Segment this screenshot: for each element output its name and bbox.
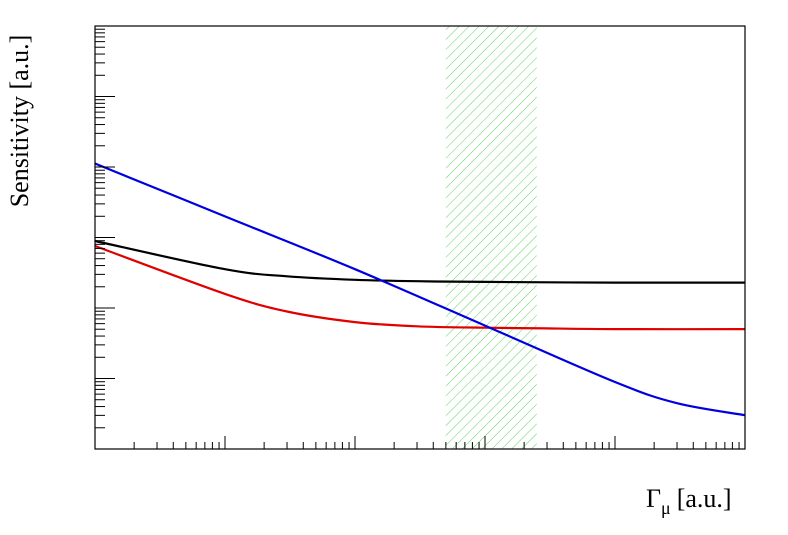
series-line-2 [94,244,746,331]
series-line-1 [94,239,746,284]
plot-frame [94,25,746,450]
highlight-band [445,26,537,449]
y-axis-title: Sensitivity [a.u.] [5,35,34,208]
x-axis-unit: [a.u.] [677,484,732,513]
axis-ticks [95,28,740,449]
x-axis-title: Γμ [a.u.] [646,484,732,518]
x-axis-subscript: μ [661,498,671,518]
series-line-3 [94,162,746,417]
series-lines [94,162,746,417]
band-hatch [445,26,537,449]
x-axis-symbol: Γ [646,484,661,513]
